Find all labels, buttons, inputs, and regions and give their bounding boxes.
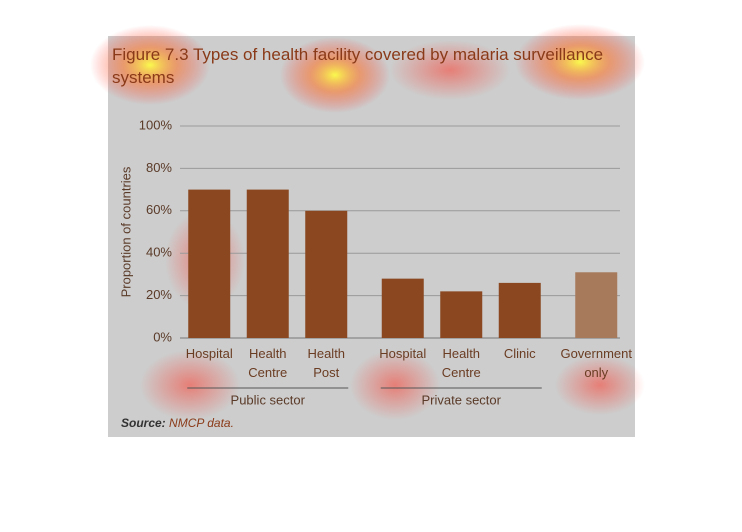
chart-title: Figure 7.3 Types of health facility cove…	[112, 45, 604, 87]
bar	[246, 189, 289, 338]
heatmap-blob	[280, 37, 390, 113]
heatmap-blob	[350, 350, 440, 420]
y-tick-label: 20%	[146, 287, 172, 302]
heatmap-blob	[555, 355, 645, 415]
x-tick-label: Health Post	[307, 346, 346, 380]
source: Source: NMCP data.	[121, 416, 234, 430]
y-axis-label: Proportion of countries	[118, 166, 133, 297]
x-tick-label: Clinic	[503, 346, 536, 361]
source-label: Source:	[121, 416, 166, 430]
heatmap-blob	[390, 40, 510, 100]
x-tick-label: Hospital	[379, 346, 427, 361]
y-tick-label: 80%	[146, 160, 172, 175]
bar	[188, 189, 231, 338]
x-tick-label: Hospital	[185, 346, 233, 361]
bar	[575, 272, 618, 338]
heatmap-blob	[515, 24, 645, 100]
bar	[305, 210, 348, 338]
x-tick-label: Health Centre	[248, 346, 288, 380]
bar	[498, 282, 541, 338]
y-tick-label: 60%	[146, 202, 172, 217]
y-tick-label: 40%	[146, 245, 172, 260]
group-label: Private sector	[422, 392, 502, 407]
bar	[381, 278, 424, 338]
x-tick-label: Health Centre	[441, 346, 481, 380]
y-tick-label: 0%	[153, 329, 172, 344]
y-tick-label: 100%	[139, 117, 173, 132]
heatmap-blob	[90, 25, 210, 105]
x-tick-label: Government only	[560, 346, 633, 380]
heatmap-blob	[140, 350, 240, 420]
group-label: Public sector	[231, 392, 306, 407]
source-text: NMCP data.	[169, 416, 234, 430]
bar	[440, 291, 483, 338]
